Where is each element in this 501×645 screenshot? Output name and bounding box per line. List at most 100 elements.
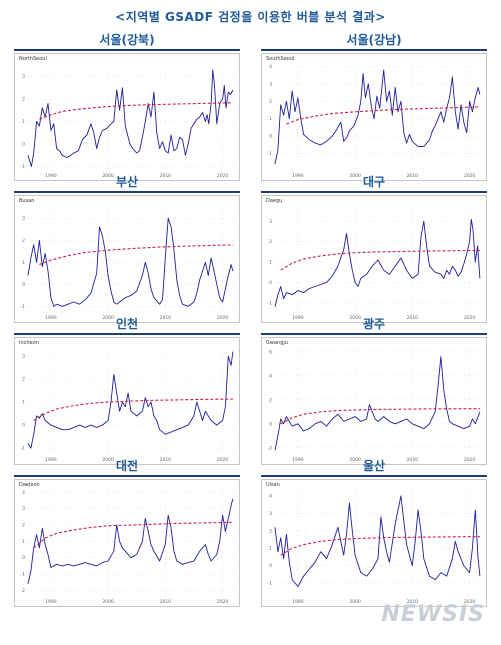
chart-svg: Gwangju -2 0 2 4 6 1990 2000 2010 2020 — [261, 337, 487, 465]
y-tick-label: 1 — [269, 546, 272, 552]
panel-divider — [261, 333, 487, 335]
x-tick-label: 2000 — [349, 315, 361, 321]
y-tick-label: 1 — [22, 260, 25, 266]
chart-panel-3: 부산 Busan -1 0 1 2 3 1990 2000 2010 2020 — [14, 174, 240, 323]
x-tick-label: 2010 — [407, 315, 419, 321]
plot-area: Busan -1 0 1 2 3 1990 2000 2010 2020 — [14, 195, 240, 323]
x-tick-label: 2000 — [349, 173, 361, 179]
y-tick-label: 0 — [269, 563, 272, 569]
y-tick-label: 0 — [269, 134, 272, 140]
y-tick-label: 4 — [269, 64, 272, 70]
y-tick-label: 2 — [22, 238, 25, 244]
critical-value-line — [280, 536, 480, 556]
y-tick-label: 6 — [269, 349, 272, 355]
plot-label: Daegu — [266, 198, 282, 204]
plot-area: Ulsan -1 0 1 2 3 4 1990 2000 2010 2020 — [261, 479, 487, 607]
y-tick-label: 2 — [22, 377, 25, 383]
y-tick-label: 0 — [269, 280, 272, 286]
y-tick-label: -2 — [268, 445, 273, 451]
y-tick-label: 1 — [269, 116, 272, 122]
critical-value-line — [33, 521, 233, 549]
x-tick-label: 2010 — [407, 173, 419, 179]
plot-area: Daejeon -2 -1 0 1 2 3 4 1990 2000 2010 2020 — [14, 479, 240, 607]
x-tick-label: 1990 — [292, 315, 304, 321]
plot-border — [14, 53, 240, 181]
plot-label: NorthSeoul — [19, 56, 47, 62]
chart-panel-8: 울산 Ulsan -1 0 1 2 3 4 1990 2000 2010 2020 — [261, 458, 487, 607]
panel-title: 인천 — [115, 317, 139, 331]
y-tick-label: 3 — [22, 216, 25, 222]
panel-title: 서울(강남) — [346, 33, 402, 47]
chart-panel-7: 대전 Daejeon -2 -1 0 1 2 3 4 1990 2000 2010 2020 — [14, 458, 240, 607]
chart-panel-1: 서울(강북) NorthSeoul -1 0 1 2 3 1990 2000 2010 2020 — [14, 32, 240, 181]
gsadf-statistic-line — [27, 498, 234, 584]
y-tick-label: 1 — [22, 119, 25, 125]
y-tick-label: 0 — [22, 142, 25, 148]
y-tick-label: 2 — [22, 523, 25, 529]
x-tick-label: 1990 — [292, 599, 304, 605]
panel-divider — [261, 475, 487, 477]
x-tick-label: 2010 — [160, 599, 172, 605]
panel-divider — [14, 49, 240, 51]
y-tick-label: 2 — [269, 99, 272, 105]
chart-panel-6: 광주 Gwangju -2 0 2 4 6 1990 2000 2010 2020 — [261, 316, 487, 465]
gsadf-statistic-line — [274, 495, 481, 587]
page-title: <지역별 GSADF 검정을 이용한 버블 분석 결과> — [115, 10, 386, 24]
x-tick-label: 2000 — [102, 315, 114, 321]
y-tick-label: 2 — [22, 97, 25, 103]
y-tick-label: -1 — [268, 151, 273, 157]
gsadf-statistic-line — [27, 351, 234, 449]
x-tick-label: 1990 — [45, 315, 57, 321]
y-tick-label: 3 — [269, 219, 272, 225]
gsadf-statistic-line — [274, 218, 481, 308]
y-tick-label: -2 — [21, 588, 26, 594]
chart-svg: Incheon -1 0 1 2 3 1990 2000 2010 2020 — [14, 337, 240, 465]
y-tick-label: 1 — [269, 260, 272, 266]
plot-area: Daegu -1 0 1 2 3 1990 2000 2010 2020 — [261, 195, 487, 323]
gsadf-statistic-line — [274, 69, 481, 165]
x-tick-label: 1990 — [292, 173, 304, 179]
plot-label: Daejeon — [19, 482, 40, 488]
y-tick-label: 0 — [269, 421, 272, 427]
chart-svg: Busan -1 0 1 2 3 1990 2000 2010 2020 — [14, 195, 240, 323]
plot-label: SouthSeoul — [266, 56, 294, 62]
y-tick-label: -1 — [21, 304, 26, 310]
critical-value-line — [39, 102, 233, 120]
x-tick-label: 2000 — [102, 599, 114, 605]
panel-divider — [14, 333, 240, 335]
watermark-logo: NEWSIS — [381, 602, 485, 627]
x-tick-label: 2020 — [464, 315, 476, 321]
y-tick-label: -1 — [21, 164, 26, 170]
panel-title: 광주 — [362, 317, 386, 331]
y-tick-label: -1 — [268, 300, 273, 306]
plot-area: NorthSeoul -1 0 1 2 3 1990 2000 2010 2020 — [14, 53, 240, 181]
x-tick-label: 1990 — [45, 457, 57, 463]
x-tick-label: 2000 — [102, 457, 114, 463]
x-tick-label: 2020 — [464, 173, 476, 179]
y-tick-label: 4 — [269, 373, 272, 379]
y-tick-label: 3 — [269, 511, 272, 517]
plot-area: Gwangju -2 0 2 4 6 1990 2000 2010 2020 — [261, 337, 487, 465]
y-tick-label: 2 — [269, 528, 272, 534]
x-tick-label: 2020 — [464, 457, 476, 463]
y-tick-label: 1 — [22, 400, 25, 406]
x-tick-label: 1990 — [45, 173, 57, 179]
panel-title: 울산 — [362, 459, 386, 473]
y-tick-label: 3 — [269, 81, 272, 87]
x-tick-label: 2020 — [464, 599, 476, 605]
y-tick-label: 3 — [22, 74, 25, 80]
x-tick-label: 2010 — [160, 315, 172, 321]
chart-panel-2: 서울(강남) SouthSeoul -1 0 1 2 3 4 1990 2000 2010 2020 — [261, 32, 487, 181]
x-tick-label: 2020 — [217, 173, 229, 179]
chart-panel-4: 대구 Daegu -1 0 1 2 3 1990 2000 2010 2020 — [261, 174, 487, 323]
x-tick-label: 1990 — [292, 457, 304, 463]
x-tick-label: 1990 — [45, 599, 57, 605]
chart-svg: NorthSeoul -1 0 1 2 3 1990 2000 2010 2020 — [14, 53, 240, 181]
chart-svg: Ulsan -1 0 1 2 3 4 1990 2000 2010 2020 — [261, 479, 487, 607]
gsadf-statistic-line — [27, 69, 234, 167]
critical-value-line — [280, 408, 480, 425]
plot-label: Busan — [19, 198, 34, 204]
panel-title: 대전 — [115, 459, 139, 473]
x-tick-label: 2010 — [407, 457, 419, 463]
plot-border — [261, 195, 487, 323]
